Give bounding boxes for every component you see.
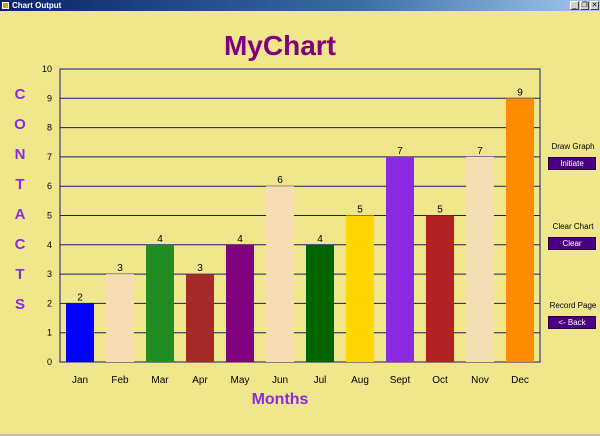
x-tick-label: Feb [111,375,129,386]
y-axis-title-letter: O [14,116,26,133]
data-label: 2 [77,292,83,303]
y-tick-label: 5 [47,211,52,221]
x-tick-label: May [231,375,250,386]
y-tick-label: 2 [47,298,52,308]
bar-jun [266,186,294,362]
data-label: 4 [157,234,163,245]
x-tick-label: Oct [432,375,448,386]
record-page-label: Record Page [549,301,597,310]
y-axis-title-letter: C [14,86,26,103]
y-axis-title-letter: S [14,296,25,313]
bar-sept [386,156,414,362]
clear-button[interactable]: Clear [548,237,596,250]
y-tick-label: 1 [47,328,52,338]
bar-apr [186,274,214,362]
chart-title: MyChart [223,30,336,61]
x-tick-label: Jul [314,375,327,386]
bar-dec [506,98,534,363]
restore-button[interactable]: ❐ [580,1,589,10]
bar-nov [466,156,494,362]
bar-jan [66,303,94,362]
y-axis-title-letter: C [14,236,26,253]
window-bottom-border [0,434,600,436]
bar-aug [346,215,374,362]
bar-oct [426,215,454,362]
data-label: 4 [237,234,243,245]
app-icon [2,2,9,9]
x-tick-label: Aug [351,375,369,386]
initiate-button[interactable]: Initiate [548,157,596,170]
data-label: 7 [477,146,483,157]
y-axis-title-letter: A [14,206,26,223]
x-tick-label: Sept [390,375,411,386]
data-label: 3 [117,263,123,274]
y-tick-label: 8 [47,123,52,133]
bar-mar [146,244,174,362]
bar-may [226,244,254,362]
x-tick-label: Dec [511,375,529,386]
y-tick-label: 0 [47,357,52,367]
y-tick-label: 4 [47,240,52,250]
y-axis-title-letter: N [14,146,26,163]
y-tick-label: 3 [47,269,52,279]
data-label: 7 [397,146,403,157]
window-titlebar: Chart Output _ ❐ ✕ [0,0,600,11]
y-tick-label: 7 [47,152,52,162]
y-tick-label: 9 [47,93,52,103]
y-axis-title-letter: T [15,176,25,193]
clear-chart-label: Clear Chart [552,222,594,231]
y-axis-title-letter: T [15,266,25,283]
x-tick-label: Apr [192,375,208,386]
draw-graph-label: Draw Graph [551,142,595,151]
data-label: 5 [437,205,443,216]
bar-jul [306,244,334,362]
data-label: 6 [277,175,283,186]
window-title: Chart Output [12,1,62,10]
x-tick-label: Jun [272,375,288,386]
data-label: 5 [357,205,363,216]
minimize-button[interactable]: _ [570,1,579,10]
back-button[interactable]: <- Back [548,316,596,329]
x-axis-title: Months [251,391,309,408]
x-tick-label: Jan [72,375,88,386]
close-button[interactable]: ✕ [590,1,599,10]
bar-feb [106,274,134,362]
x-tick-label: Mar [151,375,169,386]
data-label: 9 [517,87,523,98]
data-label: 4 [317,234,323,245]
y-tick-label: 10 [42,64,52,74]
x-tick-label: Nov [471,375,489,386]
data-label: 3 [197,263,203,274]
y-tick-label: 6 [47,181,52,191]
